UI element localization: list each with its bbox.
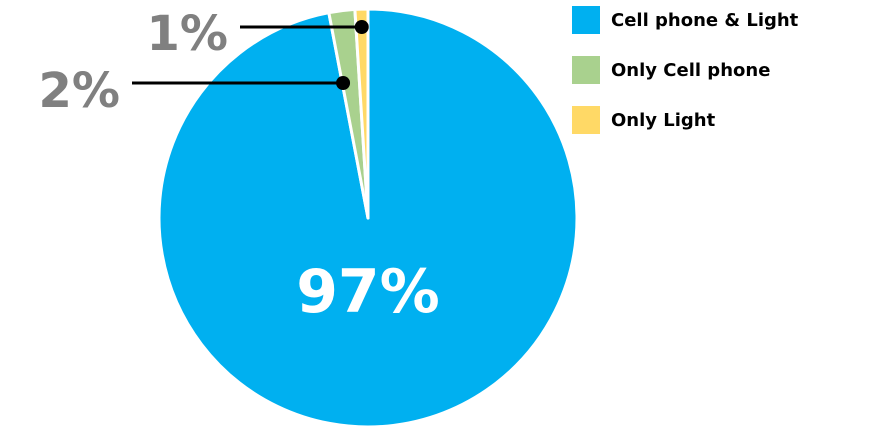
legend-swatch-only-light xyxy=(572,106,600,134)
pie-slices xyxy=(157,7,579,427)
legend: Cell phone & Light Only Cell phone Only … xyxy=(572,6,862,156)
legend-swatch-cell-phone-and-light xyxy=(572,6,600,34)
legend-item-cell-phone-and-light: Cell phone & Light xyxy=(572,6,862,34)
data-label-only-light: 1% xyxy=(147,6,229,62)
legend-label-only-cell-phone: Only Cell phone xyxy=(611,59,771,81)
legend-swatch-only-cell-phone xyxy=(572,56,600,84)
legend-label-cell-phone-and-light: Cell phone & Light xyxy=(611,9,799,31)
pie-labels: 97% 1% 2% xyxy=(39,6,440,327)
legend-label-only-light: Only Light xyxy=(611,109,716,131)
data-label-cell-phone-and-light: 97% xyxy=(296,257,440,327)
legend-item-only-light: Only Light xyxy=(572,106,862,134)
legend-item-only-cell-phone: Only Cell phone xyxy=(572,56,862,84)
leader-dot-only-cell-phone xyxy=(336,76,351,90)
leader-dot-only-light xyxy=(354,20,369,34)
pie-slice-only-light xyxy=(353,7,370,220)
data-label-only-cell-phone: 2% xyxy=(39,63,121,119)
